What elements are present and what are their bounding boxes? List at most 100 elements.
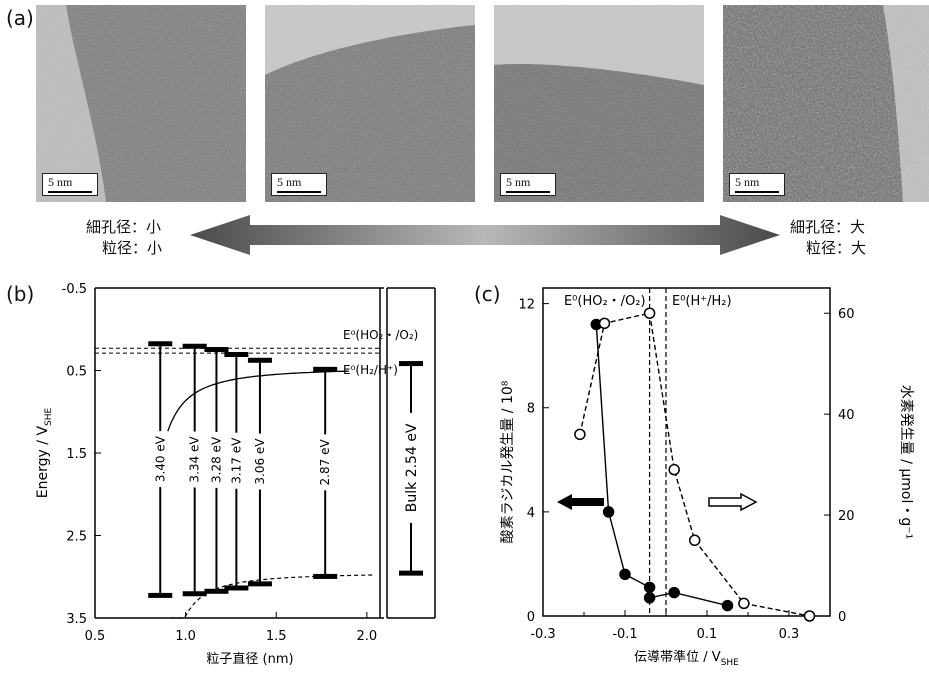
- bulk-label: Bulk 2.54 eV: [404, 423, 420, 512]
- band-gap-label: 3.40 eV: [153, 435, 167, 482]
- scale-bar: 5 nm: [729, 173, 785, 196]
- x-tick-label: -0.1: [612, 627, 637, 642]
- y-tick-label: -0.5: [62, 282, 87, 297]
- panel-b-label: (b): [6, 282, 35, 306]
- band-gap-label: 3.17 eV: [229, 437, 243, 484]
- bulk-cb-marker: [399, 361, 423, 367]
- cb-level-marker: [247, 357, 272, 363]
- gap-label-bg: [251, 433, 268, 490]
- tem-texture: [723, 5, 929, 202]
- bulk-label-bg: [402, 412, 420, 523]
- tem-texture: [36, 5, 246, 202]
- tem-image-1: 5 nm: [36, 5, 246, 202]
- x-tick-label: 1.0: [175, 629, 196, 644]
- scale-bar: 5 nm: [500, 173, 556, 196]
- gap-label-bg: [152, 431, 169, 488]
- band-gap-label: 3.28 eV: [209, 436, 223, 483]
- radical-series-line: [595, 324, 728, 607]
- y-left-tick-label: 4: [527, 506, 535, 521]
- vb-level-marker: [204, 588, 229, 594]
- gap-label-bg: [208, 431, 225, 488]
- tem-image-3: 5 nm: [494, 5, 704, 202]
- x-tick-label: 1.5: [266, 629, 287, 644]
- band-gap-label: 3.34 eV: [188, 436, 202, 483]
- bulk-vb-marker: [399, 570, 423, 576]
- gap-label-bg: [228, 432, 245, 489]
- plot-frame: [542, 287, 831, 617]
- y-left-axis-label: 酸素ラジカル発生量 / 10⁸: [500, 380, 516, 543]
- y-right-tick-label: 40: [838, 408, 855, 423]
- x-axis-label: 伝導帯準位 / VSHE: [634, 649, 739, 668]
- left-size-text: 細孔径：小 粒径：小: [86, 217, 162, 259]
- hydrogen-data-point: [643, 307, 656, 319]
- pore-size-large: 細孔径：大: [790, 218, 866, 236]
- y-right-tick-label: 60: [838, 307, 855, 322]
- tem-texture: [265, 5, 475, 202]
- x-tick-label: 0.3: [779, 627, 800, 642]
- left-axis-arrow: [557, 494, 604, 510]
- cb-trend-curve: [159, 370, 349, 462]
- vb-level-marker: [224, 585, 249, 591]
- y-right-tick-label: 20: [838, 509, 855, 524]
- hydrogen-data-point: [668, 463, 680, 476]
- band-gap-label: 2.87 eV: [318, 439, 332, 486]
- vb-level-marker: [247, 581, 272, 587]
- y-tick-label: 3.5: [66, 612, 87, 627]
- radical-data-point: [602, 506, 615, 518]
- y-tick-label: 0.5: [66, 365, 87, 380]
- cb-level-marker: [148, 341, 173, 347]
- gap-label-bg: [186, 431, 203, 488]
- radical-data-point: [721, 599, 734, 612]
- scale-bar: 5 nm: [42, 173, 98, 196]
- tem-image-2: 5 nm: [265, 5, 475, 202]
- vb-level-marker: [148, 592, 173, 598]
- panel-c-label: (c): [474, 282, 501, 306]
- y-tick-label: 2.5: [66, 530, 87, 545]
- radical-data-point: [643, 592, 656, 604]
- vb-level-marker: [313, 573, 338, 579]
- right-size-text: 細孔径：大 粒径：大: [790, 217, 866, 259]
- x-tick-label: 0.1: [697, 627, 718, 642]
- radical-data-point: [643, 581, 656, 594]
- y-axis-label: Energy / VSHE: [35, 407, 54, 498]
- hydrogen-data-point: [738, 597, 750, 610]
- particle-size-small: 粒径：小: [102, 239, 163, 257]
- x-tick-label: 2.0: [357, 629, 378, 644]
- band-gap-label: 3.06 eV: [253, 438, 267, 485]
- y-left-tick-label: 0: [527, 610, 535, 625]
- ref-ho2-label: E⁰(HO₂・/O₂): [564, 294, 646, 309]
- cb-level-marker: [224, 352, 249, 357]
- hydrogen-data-point: [803, 610, 816, 622]
- generation-chart: -0.3 -0.1 0.1 0.3 0 4 8 12 0 20 40 60 伝導帯準位 / VSHE 酸素…: [500, 287, 914, 668]
- y-tick-label: 1.5: [66, 447, 87, 462]
- y-right-axis-label: 水素発生量 / μmol・g⁻¹: [898, 385, 914, 540]
- pore-size-small: 細孔径：小: [86, 218, 162, 236]
- particle-size-large: 粒径：大: [806, 239, 867, 257]
- panel-a-label: (a): [6, 6, 34, 30]
- tem-texture: [494, 5, 704, 202]
- hydrogen-data-point: [688, 534, 701, 547]
- right-axis-arrow: [708, 492, 758, 512]
- hydrogen-data-point: [598, 317, 611, 330]
- hydrogen-series-line: [579, 312, 810, 617]
- band-energy-chart: -0.5 0.5 1.5 2.5 3.5 0.5 1.0 1.5 2.0 粒子直径 (nm) Ene…: [35, 282, 436, 667]
- gap-label-bg: [317, 434, 334, 491]
- radical-data-point: [619, 568, 631, 581]
- cb-level-marker: [182, 343, 207, 349]
- radical-data-point: [668, 586, 680, 599]
- ref-ho2-label: E⁰(HO₂・/O₂): [343, 328, 418, 342]
- ref-h-label: E⁰(H⁺/H₂): [672, 294, 732, 309]
- size-gradient-arrow: [190, 215, 780, 255]
- tem-image-4: 5 nm: [723, 5, 929, 202]
- x-tick-label: 0.5: [85, 629, 106, 644]
- scale-bar: 5 nm: [271, 173, 327, 196]
- y-left-tick-label: 12: [518, 298, 535, 313]
- cb-level-marker: [313, 366, 338, 372]
- ref-h2-label: E⁰(H₂/H⁺): [343, 363, 398, 377]
- vb-trend-curve: [171, 574, 375, 619]
- hydrogen-data-point: [574, 428, 586, 441]
- cb-level-marker: [204, 347, 229, 353]
- y-left-tick-label: 8: [527, 402, 535, 417]
- x-tick-label: -0.3: [530, 627, 555, 642]
- x-axis-label: 粒子直径 (nm): [206, 652, 293, 667]
